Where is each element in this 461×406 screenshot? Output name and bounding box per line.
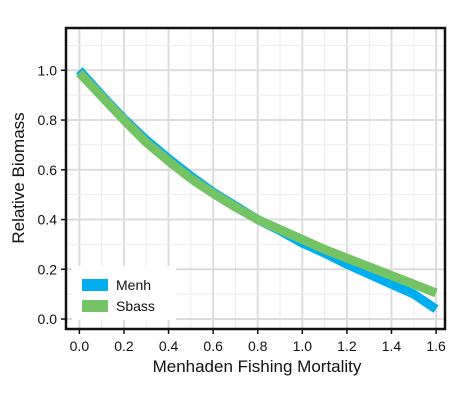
y-axis-title: Relative Biomass bbox=[9, 112, 28, 243]
x-tick-label: 0.8 bbox=[248, 338, 268, 354]
x-tick-label: 0.0 bbox=[70, 338, 90, 354]
x-tick-label: 0.2 bbox=[114, 338, 134, 354]
x-tick-label: 1.6 bbox=[426, 338, 446, 354]
grid bbox=[66, 28, 445, 329]
y-tick-label: 0.0 bbox=[38, 311, 58, 327]
legend: Menh Sbass bbox=[72, 266, 176, 320]
x-tick-label: 1.0 bbox=[293, 338, 313, 354]
x-tick-label: 1.2 bbox=[337, 338, 357, 354]
x-tick-label: 1.4 bbox=[382, 338, 402, 354]
x-axis: 0.0 0.2 0.4 0.6 0.8 1.0 1.2 1.4 1.6 bbox=[70, 329, 446, 354]
series-lines bbox=[76, 67, 439, 313]
x-axis-title: Menhaden Fishing Mortality bbox=[153, 357, 362, 376]
y-tick-label: 0.2 bbox=[38, 261, 58, 277]
y-tick-label: 0.8 bbox=[38, 112, 58, 128]
legend-label-sbass: Sbass bbox=[116, 298, 155, 314]
legend-swatch-sbass bbox=[82, 300, 108, 312]
y-tick-label: 0.6 bbox=[38, 162, 58, 178]
x-tick-label: 0.6 bbox=[203, 338, 223, 354]
y-tick-label: 0.4 bbox=[38, 212, 58, 228]
legend-swatch-menh bbox=[82, 279, 108, 291]
y-axis: 0.0 0.2 0.4 0.6 0.8 1.0 bbox=[38, 62, 66, 327]
legend-label-menh: Menh bbox=[116, 277, 151, 293]
y-tick-label: 1.0 bbox=[38, 62, 58, 78]
plot-frame bbox=[64, 26, 447, 331]
x-tick-label: 0.4 bbox=[159, 338, 179, 354]
series-line-sbass bbox=[76, 69, 438, 298]
